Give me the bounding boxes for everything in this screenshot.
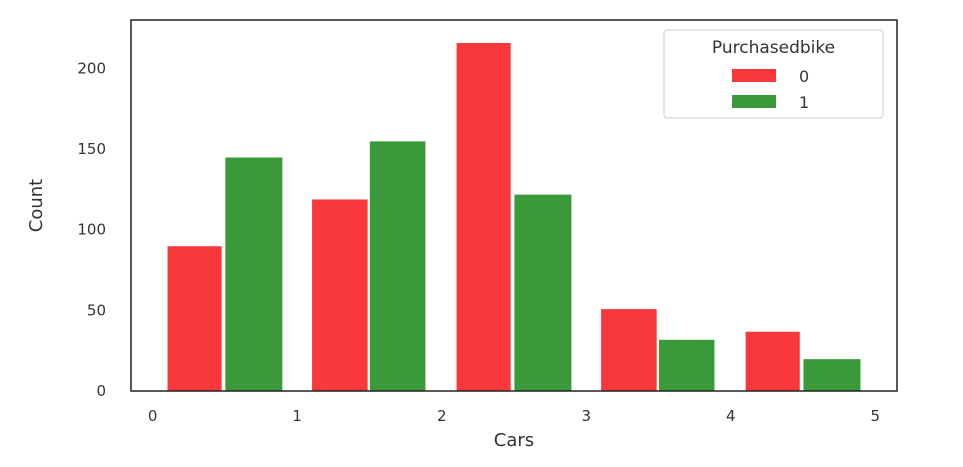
bar-series-1-3 [658, 338, 716, 392]
legend-label-1: 1 [799, 93, 809, 112]
legend: Purchasedbike 0 1 [663, 29, 884, 119]
x-axis-label: Cars [494, 430, 534, 451]
x-tick-label: 1 [292, 407, 302, 425]
x-tick-label: 5 [871, 407, 881, 425]
x-tick-label: 4 [726, 407, 736, 425]
bar-series-0-4 [744, 330, 801, 392]
bar-series-1-4 [802, 358, 862, 392]
y-axis-ticks: 0 50 100 150 200 [77, 59, 106, 400]
y-tick-label: 100 [77, 221, 106, 239]
bars-layer [166, 42, 862, 392]
y-tick-label: 0 [96, 382, 106, 400]
y-axis-label: Count [26, 179, 47, 232]
legend-swatch-1 [732, 95, 776, 108]
y-tick-label: 150 [77, 140, 106, 158]
bar-series-0-0 [166, 245, 223, 392]
x-axis-ticks: 0 1 2 3 4 5 [148, 407, 880, 425]
bar-series-1-1 [369, 140, 427, 392]
x-tick-label: 3 [581, 407, 591, 425]
bar-series-1-0 [224, 156, 284, 392]
bar-series-0-1 [311, 198, 369, 392]
plot-frame [130, 19, 898, 392]
x-tick-label: 2 [437, 407, 447, 425]
legend-swatch-0 [732, 69, 776, 82]
legend-title: Purchasedbike [712, 38, 835, 58]
y-tick-label: 200 [77, 59, 106, 77]
bar-series-1-2 [513, 193, 573, 392]
x-tick-label: 0 [148, 407, 158, 425]
bar-series-0-3 [600, 308, 658, 392]
bar-series-0-2 [455, 42, 512, 392]
legend-label-0: 0 [799, 67, 809, 86]
y-tick-label: 50 [87, 301, 106, 319]
